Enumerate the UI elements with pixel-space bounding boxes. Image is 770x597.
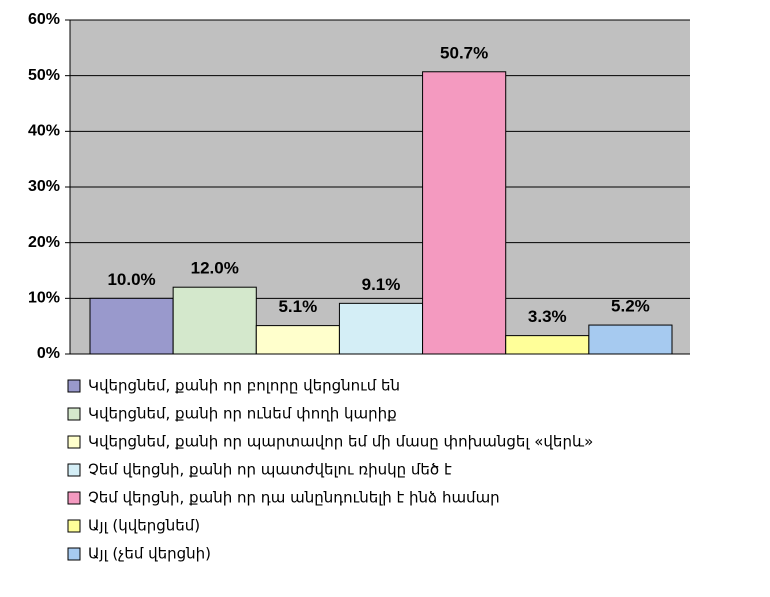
bar	[89, 297, 174, 355]
bar	[588, 324, 673, 355]
y-tick-label: 0%	[37, 345, 60, 362]
legend-label: Կվերցնեմ, քանի որ ունեմ փողի կարիք	[88, 405, 397, 423]
legend-label: Այլ (չեմ վերցնի)	[88, 545, 211, 563]
y-tick-label: 50%	[28, 67, 60, 84]
legend-label: Կվերցնեմ, քանի որ պարտավոր եմ մի մասը փո…	[88, 433, 593, 451]
legend-swatch	[67, 547, 81, 561]
legend-label: Չեմ վերցնի, քանի որ դա անընդունելի է ինձ…	[88, 489, 500, 507]
data-label: 5.2%	[611, 297, 650, 316]
legend-swatch	[67, 491, 81, 505]
y-tick-label: 60%	[28, 11, 60, 28]
data-label: 5.1%	[278, 297, 317, 316]
legend-label: Կվերցնեմ, քանի որ բոլորը վերցնում են	[88, 377, 400, 395]
y-tick-label: 30%	[28, 178, 60, 195]
legend-label: Չեմ վերցնի, քանի որ պատժվելու ռիսկը մեծ …	[88, 461, 452, 479]
bar	[505, 335, 590, 355]
legend-swatch	[67, 407, 81, 421]
legend-swatch	[67, 435, 81, 449]
data-label: 50.7%	[440, 43, 488, 62]
data-label: 3.3%	[528, 307, 567, 326]
y-tick-label: 10%	[28, 290, 60, 307]
legend-swatch	[67, 519, 81, 533]
bar	[422, 71, 507, 355]
bar	[172, 286, 257, 355]
bar	[338, 302, 424, 355]
data-label: 9.1%	[362, 275, 401, 294]
legend-swatch	[67, 379, 81, 393]
y-tick-label: 20%	[28, 234, 60, 251]
bar	[255, 325, 340, 355]
legend-swatch	[67, 463, 81, 477]
y-tick-label: 40%	[28, 123, 60, 140]
data-label: 12.0%	[191, 259, 239, 278]
legend-label: Այլ (կվերցնեմ)	[88, 517, 200, 535]
data-label: 10.0%	[107, 270, 155, 289]
